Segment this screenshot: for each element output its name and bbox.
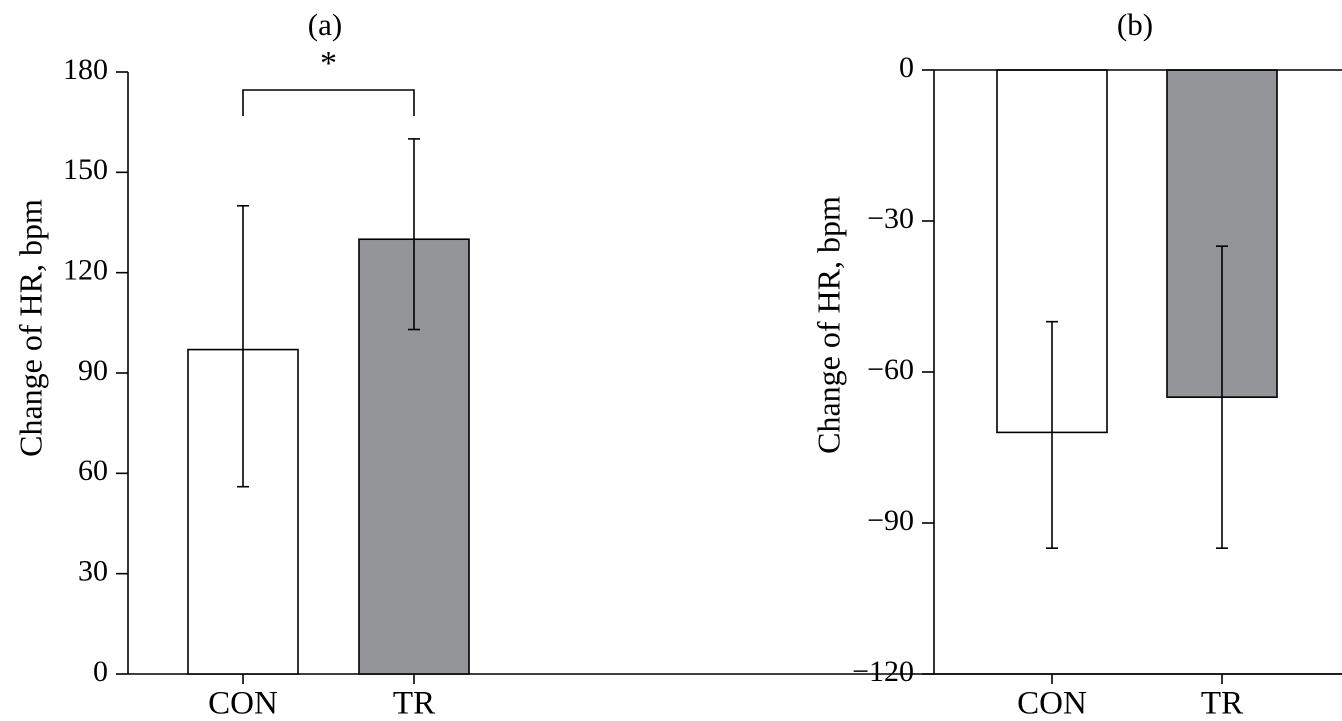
panel-a-y-tick-label: 120 <box>63 254 108 287</box>
panel-a-significance-marker: * <box>320 45 337 82</box>
panel-a-y-axis-title: Change of HR, bpm <box>12 199 48 457</box>
panel-a-y-tick-label: 90 <box>78 354 108 387</box>
panel-b-y-tick-label: −90 <box>867 504 914 537</box>
panel-b-y-tick-label: 0 <box>899 51 914 84</box>
panel-b-y-tick-label: −120 <box>852 655 914 688</box>
panel-b-y-axis-title: Change of HR, bpm <box>810 196 846 454</box>
panel-a-y-tick-label: 60 <box>78 454 108 487</box>
panel-b-y-tick-label: −60 <box>867 353 914 386</box>
panel-b-category-label-tr: TR <box>1201 686 1243 721</box>
panel-a-category-label-con: CON <box>208 686 278 721</box>
panel-b-category-label-con: CON <box>1017 686 1087 721</box>
panel-a-title: (a) <box>308 7 342 42</box>
panel-a-y-tick-label: 150 <box>63 153 108 186</box>
panel-a-significance-bracket <box>242 89 415 116</box>
panel-a-y-tick-label: 0 <box>93 655 108 688</box>
panel-b-title: (b) <box>1117 7 1153 42</box>
panel-a-y-tick-label: 30 <box>78 555 108 588</box>
panel-a-category-label-tr: TR <box>393 686 435 721</box>
panel-b-y-tick-label: −30 <box>867 202 914 235</box>
panel-a-y-tick-label: 180 <box>63 53 108 86</box>
